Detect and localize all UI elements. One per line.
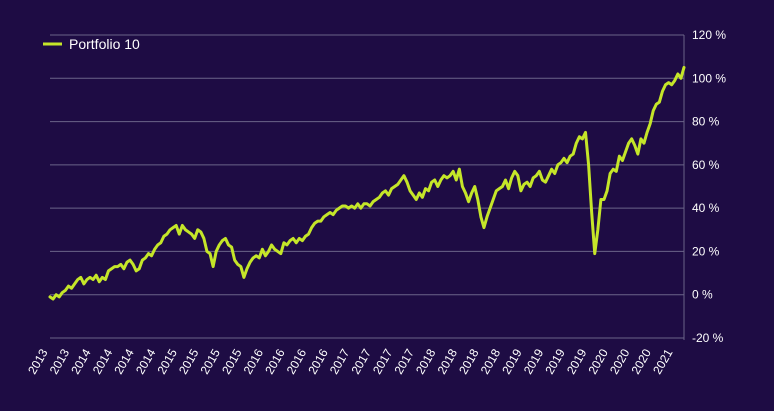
x-tick-label: 2015: [176, 346, 202, 376]
legend-label: Portfolio 10: [69, 36, 140, 52]
x-tick-label: 2014: [133, 346, 159, 376]
x-tick-label: 2016: [241, 346, 267, 376]
y-tick-label: 20 %: [692, 244, 720, 258]
series-line-portfolio-10: [48, 65, 686, 301]
x-axis-ticks: 2013201320142014201420142015201520152015…: [25, 346, 676, 376]
y-tick-label: 60 %: [692, 158, 720, 172]
x-tick-label: 2018: [456, 346, 482, 376]
x-tick-label: 2021: [650, 346, 676, 376]
x-tick-label: 2015: [198, 346, 224, 376]
x-tick-label: 2017: [327, 346, 353, 376]
y-tick-label: 120 %: [692, 28, 726, 42]
x-tick-label: 2019: [542, 346, 568, 376]
y-axis-ticks: -20 % 0 % 20 % 40 % 60 % 80 % 100 % 120 %: [692, 28, 726, 345]
x-tick-label: 2017: [370, 346, 396, 376]
x-tick-label: 2017: [392, 346, 418, 376]
y-tick-label: 40 %: [692, 201, 720, 215]
x-tick-label: 2020: [629, 346, 655, 376]
x-tick-label: 2015: [154, 346, 180, 376]
x-tick-label: 2019: [564, 346, 590, 376]
x-tick-label: 2018: [435, 346, 461, 376]
x-tick-label: 2016: [305, 346, 331, 376]
grid-layer: [50, 34, 684, 339]
x-tick-label: 2020: [607, 346, 633, 376]
x-tick-label: 2018: [478, 346, 504, 376]
x-tick-label: 2019: [521, 346, 547, 376]
x-tick-label: 2019: [499, 346, 525, 376]
y-tick-label: 80 %: [692, 115, 720, 129]
x-tick-label: 2017: [348, 346, 374, 376]
x-tick-label: 2013: [47, 346, 73, 376]
x-tick-label: 2014: [90, 346, 116, 376]
x-tick-label: 2014: [68, 346, 94, 376]
x-tick-label: 2014: [111, 346, 137, 376]
x-tick-label: 2016: [284, 346, 310, 376]
x-tick-label: 2018: [413, 346, 439, 376]
x-tick-label: 2015: [219, 346, 245, 376]
legend: Portfolio 10: [43, 36, 140, 52]
x-tick-label: 2016: [262, 346, 288, 376]
y-tick-label: -20 %: [692, 331, 724, 345]
y-tick-label: 100 %: [692, 71, 726, 85]
x-tick-label: 2020: [585, 346, 611, 376]
x-tick-label: 2013: [25, 346, 51, 376]
y-tick-label: 0 %: [692, 288, 713, 302]
